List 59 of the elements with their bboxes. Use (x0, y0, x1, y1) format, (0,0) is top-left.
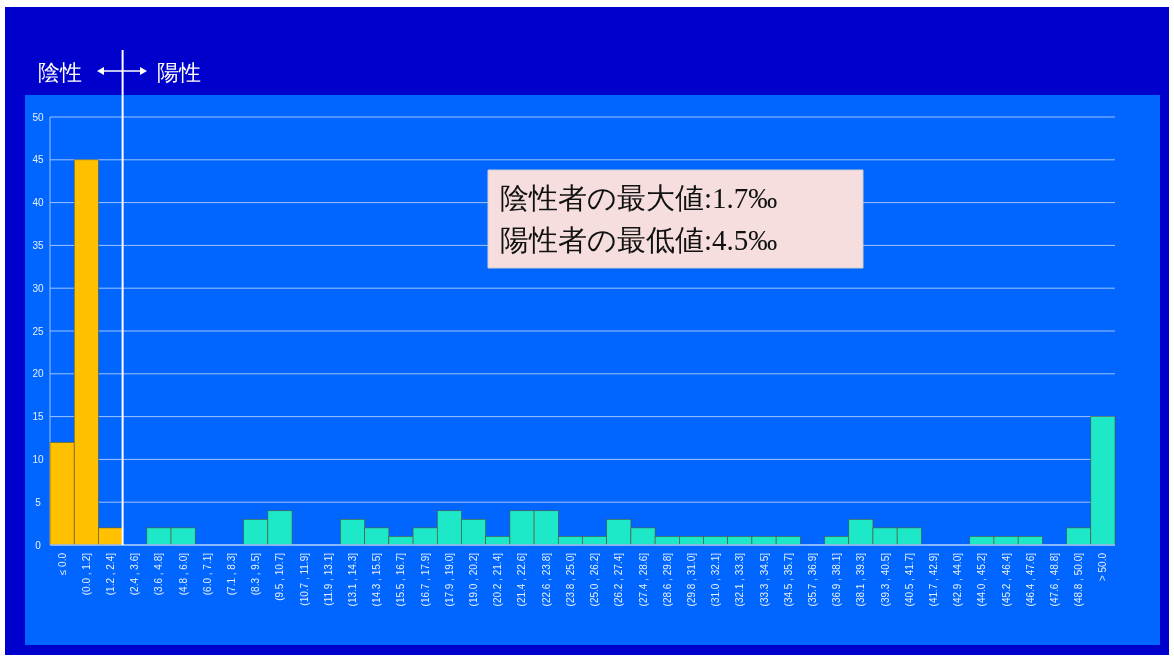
y-tick-label: 30 (32, 282, 44, 294)
x-tick-label: (40.5 , 41.7] (903, 552, 915, 607)
y-tick-label: 35 (32, 239, 44, 251)
x-tick-label: (46.4 , 47.6] (1024, 552, 1036, 607)
x-tick-label: (27.4 , 28.6] (637, 552, 649, 607)
x-tick-label: (21.4 , 22.6] (516, 552, 528, 607)
y-tick-label: 50 (32, 111, 44, 123)
x-tick-label: (42.9 , 44.0] (952, 552, 964, 607)
x-tick-label: (48.8 , 50.0] (1073, 552, 1085, 607)
x-tick-label: (7.1 , 8.3] (226, 552, 238, 596)
x-tick-label: (34.5 , 35.7] (782, 552, 794, 607)
x-tick-label: (15.5 , 16.7] (395, 552, 407, 607)
y-tick-label: 15 (32, 411, 44, 423)
x-tick-label: (32.1 , 33.3] (734, 552, 746, 607)
x-tick-label: ≤ 0.0 (56, 552, 68, 576)
y-tick-label: 5 (35, 496, 42, 508)
x-tick-label: (11.9 , 13.1] (322, 552, 334, 606)
x-tick-label: (3.6 , 4.8] (153, 552, 165, 596)
x-tick-label: (13.1 , 14.3] (347, 552, 359, 607)
x-tick-label: (44.0 , 45.2] (976, 552, 988, 607)
x-tick-label: (28.6 , 29.8] (661, 552, 673, 607)
x-tick-label: (17.9 , 19.0] (443, 552, 455, 607)
y-tick-label: 45 (32, 154, 44, 166)
y-tick-label: 10 (32, 453, 44, 465)
annotation: 陽性者の最低値:4.5‰ (500, 224, 778, 256)
x-tick-label: (33.3 , 34.5] (758, 552, 770, 607)
x-tick-label: (14.3 , 15.5] (371, 552, 383, 607)
x-tick-label: (9.5 , 10.7] (274, 552, 286, 601)
x-tick-label: (16.7 , 17.9] (419, 552, 431, 607)
y-tick-label: 25 (32, 325, 44, 337)
x-tick-label: (47.6 , 48.8] (1048, 552, 1060, 607)
x-tick-label: (38.1 , 39.3] (855, 552, 867, 607)
x-tick-label: (31.0 , 32.1] (710, 552, 722, 607)
y-tick-label: 20 (32, 368, 44, 380)
x-tick-label: (45.2 , 46.4] (1000, 552, 1012, 607)
x-tick-label: (8.3 , 9.5] (250, 552, 262, 596)
x-tick-label: (26.2 , 27.4] (613, 552, 625, 607)
y-tick-label: 0 (35, 539, 42, 551)
x-tick-label: (41.7 , 42.9] (927, 552, 939, 607)
y-tick-label: 40 (32, 197, 44, 209)
x-tick-label: (29.8 , 31.0] (685, 552, 697, 607)
x-tick-label: (39.3 , 40.5] (879, 552, 891, 607)
x-tick-label: (1.2 , 2.4] (105, 552, 117, 596)
x-tick-label: (2.4 , 3.6] (129, 552, 141, 596)
text: 陽性 (157, 60, 201, 85)
x-tick-label: (36.9 , 38.1] (831, 552, 843, 607)
x-tick-label: (23.8 , 25.0] (564, 552, 576, 607)
x-tick-label: (10.7 , 11.9] (298, 552, 310, 606)
x-tick-label: > 50.0 (1097, 552, 1109, 582)
text: 陰性 (38, 60, 82, 85)
x-tick-label: (4.8 , 6.0] (177, 552, 189, 596)
x-tick-label: (20.2 , 21.4] (492, 552, 504, 607)
x-tick-label: (19.0 , 20.2] (468, 552, 480, 607)
x-tick-label: (6.0 , 7.1] (201, 552, 213, 596)
x-tick-label: (25.0 , 26.2] (589, 552, 601, 607)
annotation: 陰性者の最大値:1.7‰ (500, 182, 778, 214)
x-tick-label: (35.7 , 36.9] (806, 552, 818, 607)
x-tick-label: (22.6 , 23.8] (540, 552, 552, 607)
x-tick-label: (0.0 , 1.2] (80, 552, 92, 596)
